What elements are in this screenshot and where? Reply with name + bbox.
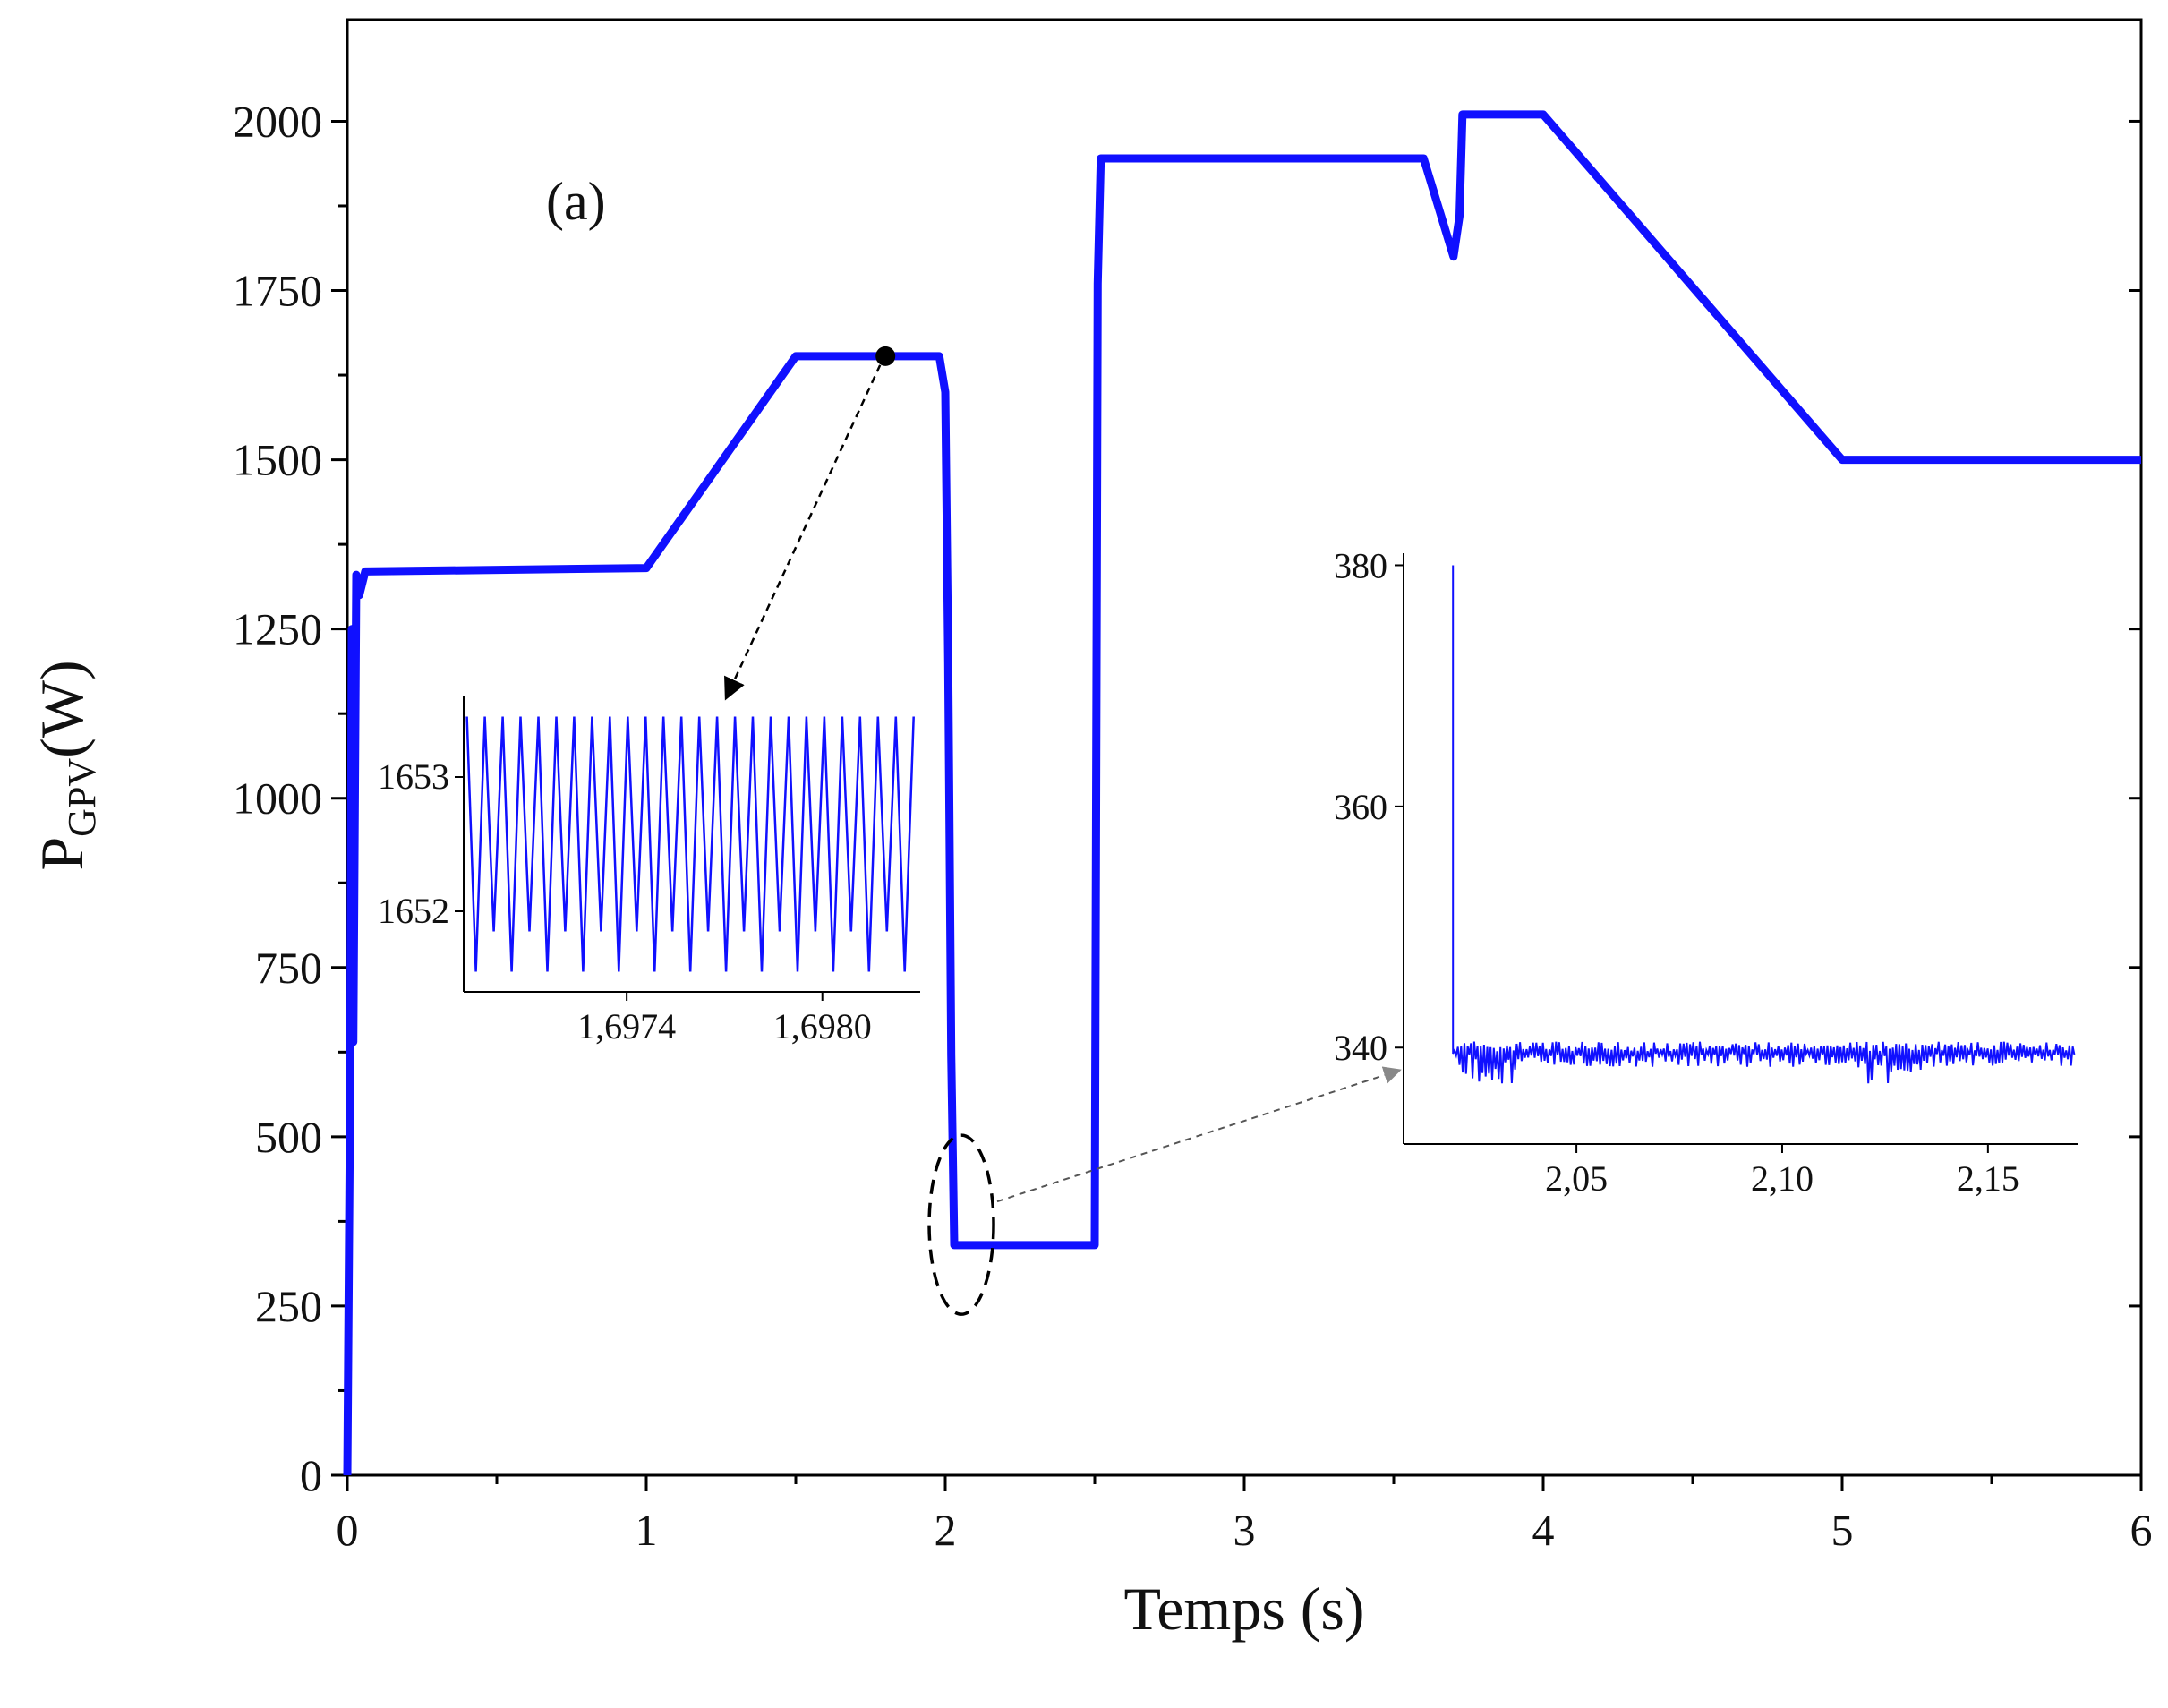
- x-tick-label: 3: [1233, 1505, 1256, 1555]
- inset-left-series: [465, 716, 915, 972]
- inset-left-y-tick-label: 1653: [378, 756, 449, 797]
- y-tick-label: 2000: [233, 96, 322, 146]
- inset-right-y-tick-label: 380: [1334, 545, 1387, 585]
- x-tick-label: 4: [1532, 1505, 1555, 1555]
- y-tick-label: 750: [255, 943, 322, 993]
- inset-right-x-tick-label: 2,15: [1957, 1158, 2019, 1199]
- y-axis-title-subscript: GPV: [60, 758, 104, 837]
- inset-right-x-tick-label: 2,10: [1751, 1158, 1814, 1199]
- inset-left-x-tick-label: 1,6974: [577, 1006, 676, 1046]
- x-tick-label: 1: [636, 1505, 658, 1555]
- y-tick-label: 1000: [233, 773, 322, 824]
- x-tick-label: 5: [1831, 1505, 1854, 1555]
- x-tick-label: 6: [2130, 1505, 2153, 1555]
- x-tick-label: 0: [337, 1505, 359, 1555]
- y-tick-label: 1750: [233, 266, 322, 316]
- y-axis-title: PGPV(W): [28, 660, 104, 870]
- inset-right-x-tick-label: 2,05: [1545, 1158, 1608, 1199]
- y-tick-label: 0: [300, 1450, 322, 1500]
- peak-marker: [875, 346, 896, 366]
- inset-right-y-tick-label: 360: [1334, 787, 1387, 827]
- inset-right-series: [1452, 565, 2076, 1084]
- panel-label: (a): [546, 172, 606, 231]
- y-axis-title-unit: (W): [28, 660, 96, 757]
- series-line-0: [343, 110, 2141, 1476]
- y-tick-label: 1500: [233, 435, 322, 485]
- x-axis-title: Temps (s): [1123, 1575, 1364, 1643]
- peak-callout-arrow: [724, 364, 882, 701]
- y-tick-label: 1250: [233, 604, 322, 654]
- axis-labels: (a) Temps (s) PGPV(W): [28, 172, 1365, 1643]
- y-axis-title-base: P: [28, 837, 96, 871]
- inset-left-x-tick-label: 1,6980: [773, 1006, 872, 1046]
- y-tick-label: 250: [255, 1281, 322, 1331]
- inset-left-zoom: 1652 1653 1,6974 1,6980: [378, 679, 931, 1046]
- y-tick-label: 500: [255, 1112, 322, 1162]
- drop-highlight-ellipse: [927, 1133, 995, 1316]
- inset-right-zoom: 340 360 380 2,05 2,10 2,15: [1334, 544, 2086, 1199]
- main-plot: 0 1 2 3 4 5 6 0 250 500 750 1000 1250 1500 1750 2000: [233, 18, 2153, 1555]
- inset-left-y-tick-label: 1652: [378, 891, 449, 931]
- x-tick-label: 2: [935, 1505, 957, 1555]
- drop-callout-arrow: [996, 1066, 1402, 1203]
- inset-right-y-tick-label: 340: [1334, 1028, 1387, 1068]
- annotations: [724, 346, 1402, 1316]
